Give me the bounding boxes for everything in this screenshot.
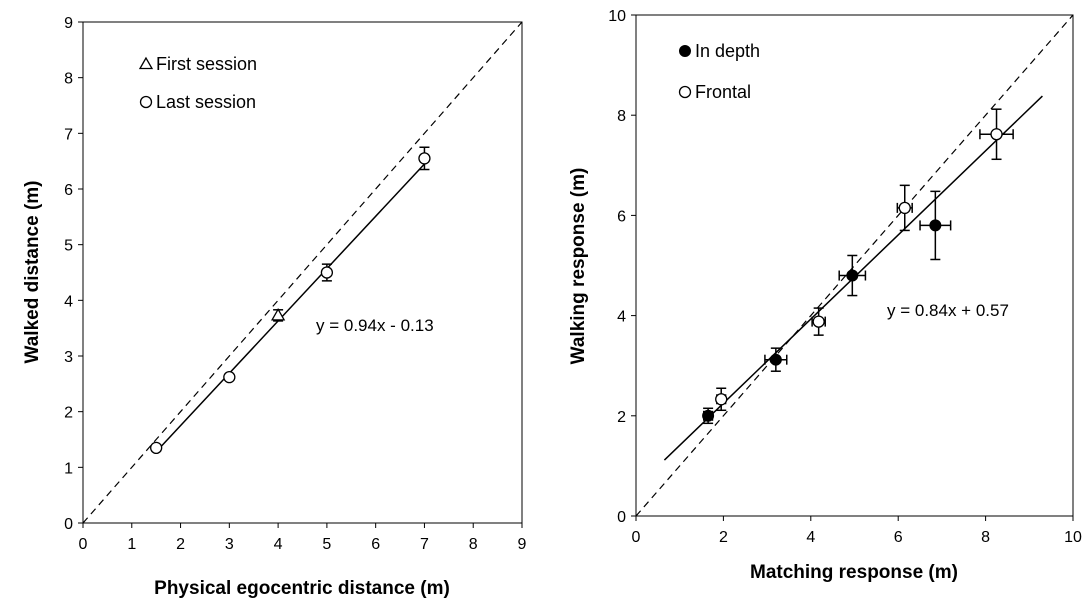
legend-label-in-depth: In depth (695, 41, 760, 61)
left-y-tick-label: 7 (64, 126, 73, 143)
left-y-tick-label: 5 (64, 238, 73, 255)
left-fit-equation: y = 0.94x - 0.13 (316, 316, 434, 335)
left-x-tick-label: 9 (518, 536, 527, 553)
left-plot-frame (82, 21, 523, 524)
frontal-point (812, 315, 825, 328)
right-fit-equation: y = 0.84x + 0.57 (887, 301, 1009, 320)
frontal-point (715, 393, 728, 406)
left-y-axis-title: Walked distance (m) (22, 180, 43, 363)
frontal-point (898, 201, 911, 215)
left-y-tick-label: 1 (64, 460, 73, 477)
chart-right: 0 2 4 6 8 10 0 2 4 6 8 10 y = 0.84x + 0.57 Matching… (568, 8, 1082, 583)
legend-marker-first-session (138, 56, 154, 70)
left-y-tick-label: 3 (64, 349, 73, 366)
left-y-tick-label: 8 (64, 71, 73, 88)
legend-marker-frontal (678, 85, 692, 99)
right-x-tick-label: 0 (632, 529, 641, 546)
right-plot-frame (635, 14, 1074, 517)
left-y-tick-label: 0 (64, 516, 73, 533)
right-y-tick-label: 6 (617, 208, 626, 225)
left-fit-line (155, 163, 425, 453)
first-session-point (270, 308, 286, 321)
in-depth-point (846, 269, 859, 282)
left-x-tick-label: 8 (469, 536, 478, 553)
left-x-tick-label: 5 (322, 536, 331, 553)
left-x-tick-label: 1 (127, 536, 136, 553)
right-x-axis-title: Matching response (m) (750, 562, 958, 583)
left-plot-marks: 0 1 2 3 4 5 6 7 8 9 0 1 2 3 4 5 6 7 8 9 (64, 15, 526, 553)
legend-label-last-session: Last session (156, 92, 256, 112)
left-x-tick-label: 0 (79, 536, 88, 553)
left-y-tick-label: 9 (64, 15, 73, 32)
legend-label-frontal: Frontal (695, 82, 751, 102)
left-x-tick-label: 3 (225, 536, 234, 553)
right-x-tick-label: 6 (894, 529, 903, 546)
legend-marker-last-session (139, 95, 153, 109)
last-session-point (150, 441, 163, 455)
right-identity-line (635, 14, 1074, 517)
left-x-tick-label: 2 (176, 536, 185, 553)
right-legend: In depth Frontal (695, 41, 760, 102)
right-x-tick-label: 10 (1064, 529, 1082, 546)
right-y-tick-label: 2 (617, 409, 626, 426)
last-session-point (223, 371, 236, 384)
legend-label-first-session: First session (156, 54, 257, 74)
left-x-axis-title: Physical egocentric distance (m) (154, 578, 450, 599)
in-depth-point (702, 409, 715, 422)
left-legend: First session Last session (156, 54, 257, 112)
left-x-tick-label: 7 (420, 536, 429, 553)
left-y-tick-label: 4 (64, 293, 73, 310)
right-x-tick-label: 8 (981, 529, 990, 546)
right-x-tick-label: 4 (806, 529, 815, 546)
left-y-tick-label: 6 (64, 182, 73, 199)
left-y-tick-label: 2 (64, 405, 73, 422)
chart-left: 0 1 2 3 4 5 6 7 8 9 0 1 2 3 4 5 6 7 8 9 y = 0.94x - 0.13 Ph… (22, 15, 527, 599)
legend-marker-in-depth (679, 45, 691, 57)
in-depth-point (769, 353, 782, 366)
left-x-tick-label: 4 (274, 536, 283, 553)
frontal-point (990, 128, 1003, 141)
in-depth-point (929, 219, 942, 232)
left-x-tick-label: 6 (371, 536, 380, 553)
right-plot-marks: 0 2 4 6 8 10 0 2 4 6 8 10 (608, 8, 1082, 546)
last-session-point (320, 266, 334, 279)
right-y-tick-label: 8 (617, 108, 626, 125)
last-session-point (418, 152, 431, 165)
right-y-tick-label: 10 (608, 8, 626, 25)
right-y-axis-title: Walking response (m) (568, 168, 589, 365)
right-x-tick-label: 2 (719, 529, 728, 546)
left-identity-line (82, 21, 523, 524)
right-y-tick-label: 0 (617, 509, 626, 526)
right-y-tick-label: 4 (617, 309, 626, 326)
